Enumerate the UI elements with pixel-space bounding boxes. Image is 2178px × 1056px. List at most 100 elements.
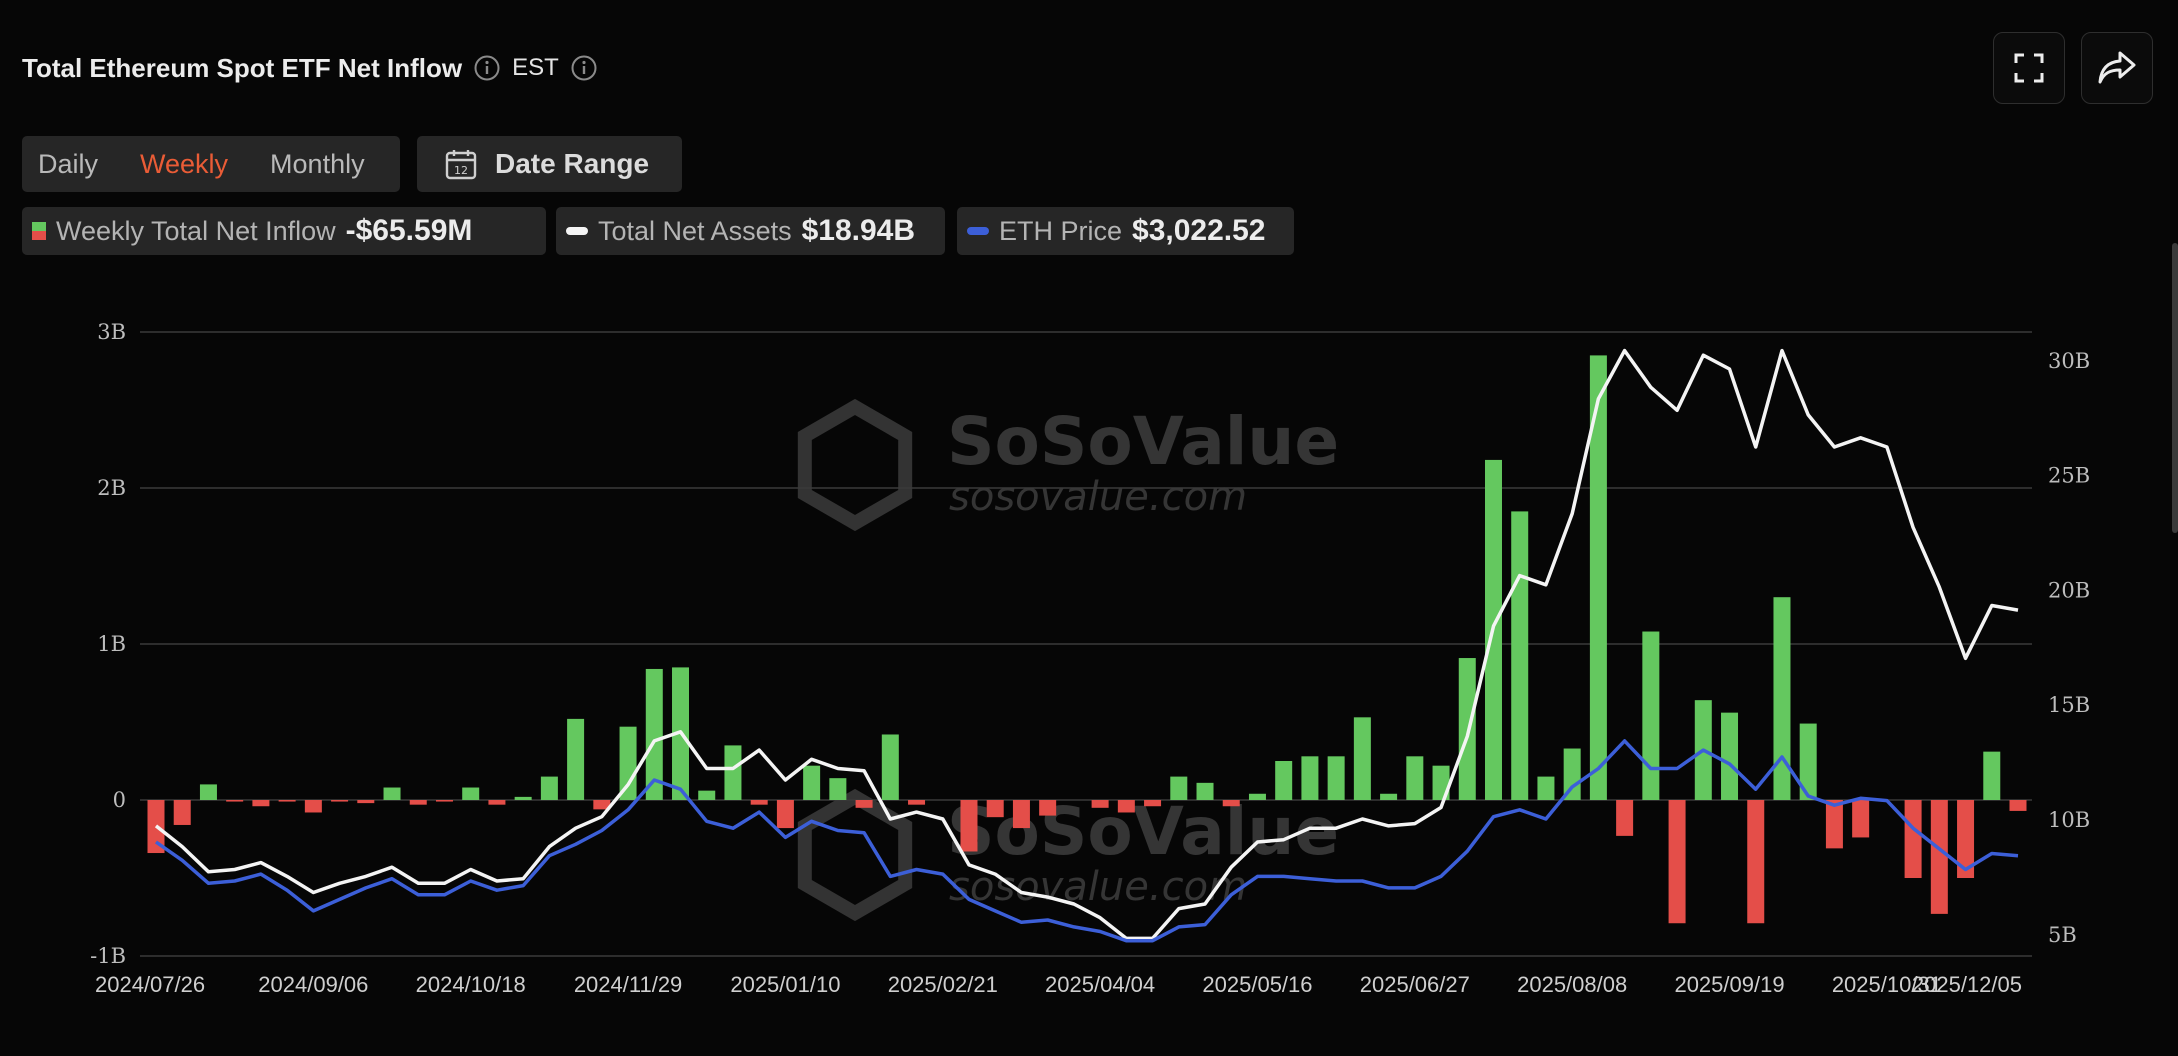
net-inflow-bar[interactable]	[1275, 761, 1293, 800]
net-inflow-bar[interactable]	[357, 800, 375, 804]
net-inflow-bar[interactable]	[1563, 748, 1581, 800]
net-inflow-bar[interactable]	[855, 800, 873, 808]
net-inflow-bar[interactable]	[698, 790, 716, 800]
page-title: Total Ethereum Spot ETF Net Inflow	[22, 52, 463, 83]
x-axis-tick: 2025/10/31	[1832, 972, 1942, 997]
left-axis-tick: 0	[113, 788, 126, 812]
legend-eth-price[interactable]: ETH Price $3,022.52	[957, 207, 1294, 255]
net-inflow-bar[interactable]	[986, 800, 1004, 818]
x-axis-tick: 2025/08/08	[1517, 972, 1627, 997]
net-inflow-bar[interactable]	[724, 745, 742, 800]
x-axis-tick: 2025/09/19	[1674, 972, 1784, 997]
line-swatch-icon	[967, 227, 989, 235]
right-axis-tick: 10B	[2048, 808, 2090, 832]
net-inflow-bar[interactable]	[1957, 800, 1975, 878]
net-inflow-bar[interactable]	[1537, 776, 1555, 800]
period-daily[interactable]: Daily	[38, 148, 99, 179]
net-inflow-bar[interactable]	[278, 800, 296, 802]
net-inflow-bar[interactable]	[304, 800, 322, 813]
period-monthly[interactable]: Monthly	[270, 148, 365, 179]
date-range-button[interactable]: 12 Date Range	[417, 136, 682, 192]
net-inflow-bar[interactable]	[1327, 756, 1345, 800]
net-inflow-bar[interactable]	[435, 800, 453, 802]
share-button[interactable]	[2081, 32, 2153, 104]
net-inflow-bar[interactable]	[1091, 800, 1109, 808]
legend-net-inflow-value: -$65.59M	[345, 214, 473, 247]
net-inflow-bar[interactable]	[1406, 756, 1424, 800]
net-inflow-bar[interactable]	[1353, 717, 1371, 800]
date-range-label: Date Range	[495, 148, 650, 179]
watermark-url: sosovalue.com	[949, 474, 1247, 520]
net-inflow-bar[interactable]	[199, 784, 217, 800]
net-inflow-bar[interactable]	[1196, 782, 1214, 800]
net-inflow-bar[interactable]	[829, 778, 847, 800]
net-inflow-bar[interactable]	[1747, 800, 1765, 924]
x-axis-tick: 2024/07/26	[95, 972, 205, 997]
x-axis-tick: 2024/09/06	[258, 972, 368, 997]
net-inflow-bar[interactable]	[908, 800, 926, 805]
net-inflow-bar[interactable]	[1616, 800, 1634, 836]
watermark: SoSoValuesosovalue.comSoSoValuesosovalue…	[797, 398, 1339, 922]
net-inflow-bar[interactable]	[2009, 800, 2027, 811]
net-inflow-bar[interactable]	[1668, 800, 1686, 924]
fullscreen-button[interactable]	[1993, 32, 2065, 104]
net-inflow-bar[interactable]	[1012, 800, 1030, 829]
net-inflow-bar[interactable]	[383, 787, 401, 800]
net-inflow-bar[interactable]	[1799, 723, 1817, 800]
period-weekly[interactable]: Weekly	[140, 148, 229, 179]
net-inflow-bar[interactable]	[488, 800, 506, 805]
net-inflow-bar[interactable]	[1589, 355, 1607, 800]
net-inflow-bar[interactable]	[409, 800, 427, 805]
bar-swatch-icon	[32, 222, 46, 240]
scrollbar[interactable]	[2172, 243, 2178, 533]
net-inflow-bar[interactable]	[1852, 800, 1870, 838]
net-inflow-bar[interactable]	[619, 726, 637, 800]
net-inflow-bar[interactable]	[1983, 751, 2001, 800]
net-inflow-bars	[147, 355, 2027, 924]
net-inflow-bar[interactable]	[1039, 800, 1057, 816]
net-inflow-bar[interactable]	[567, 718, 585, 800]
net-inflow-bar[interactable]	[1380, 793, 1398, 800]
left-axis-tick: -1B	[90, 944, 126, 968]
eth-price-line	[154, 739, 2019, 943]
net-inflow-bar[interactable]	[226, 800, 244, 802]
watermark-logo-icon	[797, 788, 913, 922]
grid-lines	[140, 331, 2032, 957]
net-inflow-bar[interactable]	[252, 800, 270, 807]
timezone-label: EST	[512, 54, 559, 81]
x-axis-tick: 2025/02/21	[888, 972, 998, 997]
x-axis-tick: 2024/11/29	[574, 972, 682, 997]
net-inflow-bar[interactable]	[331, 800, 349, 802]
net-inflow-bar[interactable]	[1721, 712, 1739, 800]
net-inflow-bar[interactable]	[173, 800, 191, 825]
net-inflow-bar[interactable]	[1642, 631, 1660, 800]
net-inflow-bar[interactable]	[750, 800, 768, 805]
net-inflow-bar[interactable]	[1930, 800, 1948, 914]
timezone-info-icon[interactable]	[571, 55, 597, 81]
net-inflow-bar[interactable]	[1117, 800, 1135, 813]
net-inflow-bar[interactable]	[960, 800, 978, 852]
net-inflow-bar[interactable]	[1222, 800, 1240, 807]
net-inflow-bar[interactable]	[1511, 511, 1529, 800]
net-inflow-bar[interactable]	[1170, 776, 1188, 800]
legend-net-assets[interactable]: Total Net Assets $18.94B	[556, 207, 945, 255]
net-inflow-bar[interactable]	[1144, 800, 1162, 807]
x-axis: 2024/07/26 2024/09/06 2024/10/18 2024/11/29…	[95, 972, 2022, 997]
net-inflow-bar[interactable]	[776, 800, 794, 829]
legend-net-inflow[interactable]: Weekly Total Net Inflow -$65.59M	[22, 207, 546, 255]
net-inflow-bar[interactable]	[593, 800, 611, 810]
info-icon[interactable]	[474, 55, 500, 81]
net-inflow-bar[interactable]	[540, 776, 558, 800]
x-axis-tick: 2025/12/05	[1912, 972, 2022, 997]
net-inflow-bar[interactable]	[1248, 793, 1266, 800]
calendar-icon: 12	[445, 150, 477, 180]
net-inflow-bar[interactable]	[1904, 800, 1922, 878]
net-inflow-bar[interactable]	[514, 796, 532, 800]
net-inflow-bar[interactable]	[1301, 756, 1319, 800]
net-inflow-bar[interactable]	[803, 765, 821, 800]
net-inflow-bar[interactable]	[462, 787, 480, 800]
net-inflow-bar[interactable]	[1825, 800, 1843, 849]
net-inflow-bar[interactable]	[645, 668, 663, 800]
net-inflow-bar[interactable]	[1773, 597, 1791, 800]
net-inflow-bar[interactable]	[881, 734, 899, 800]
